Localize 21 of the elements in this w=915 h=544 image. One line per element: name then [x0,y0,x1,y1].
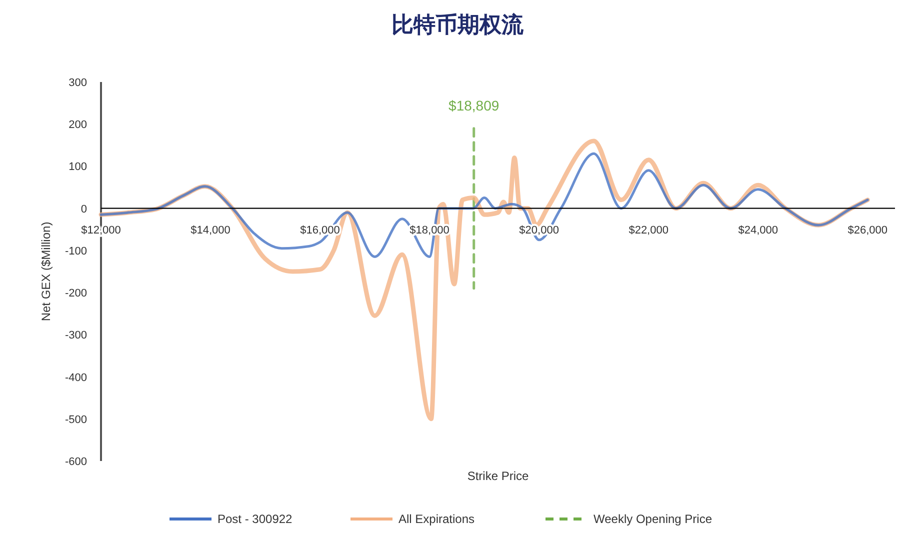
y-tick-label: 200 [68,119,87,132]
legend-label: Weekly Opening Price [594,512,712,526]
y-tick-label: 300 [68,77,87,89]
y-tick-label: -200 [64,288,87,300]
chart-title: 比特币期权流 [392,12,524,37]
y-axis-title: Net GEX ($Million) [39,222,53,322]
y-tick-label: -500 [64,414,87,426]
y-tick-label: -300 [64,330,87,342]
y-tick-label: -400 [64,372,87,384]
legend-label: All Expirations [398,512,475,526]
y-tick-label: 100 [68,161,87,174]
annotation: $18,809 [448,97,500,114]
x-tick-label: $24,000 [738,224,778,236]
legend-label: Post - 300922 [218,512,293,526]
x-tick-label: $22,000 [628,224,668,236]
x-axis-title: Strike Price [467,469,529,483]
x-tick-label: $14,000 [190,224,230,236]
y-tick-label: 0 [80,203,87,216]
x-tick-label: $26,000 [848,224,888,236]
y-tick-label: -100 [64,245,87,258]
y-tick-label: -600 [64,456,87,468]
